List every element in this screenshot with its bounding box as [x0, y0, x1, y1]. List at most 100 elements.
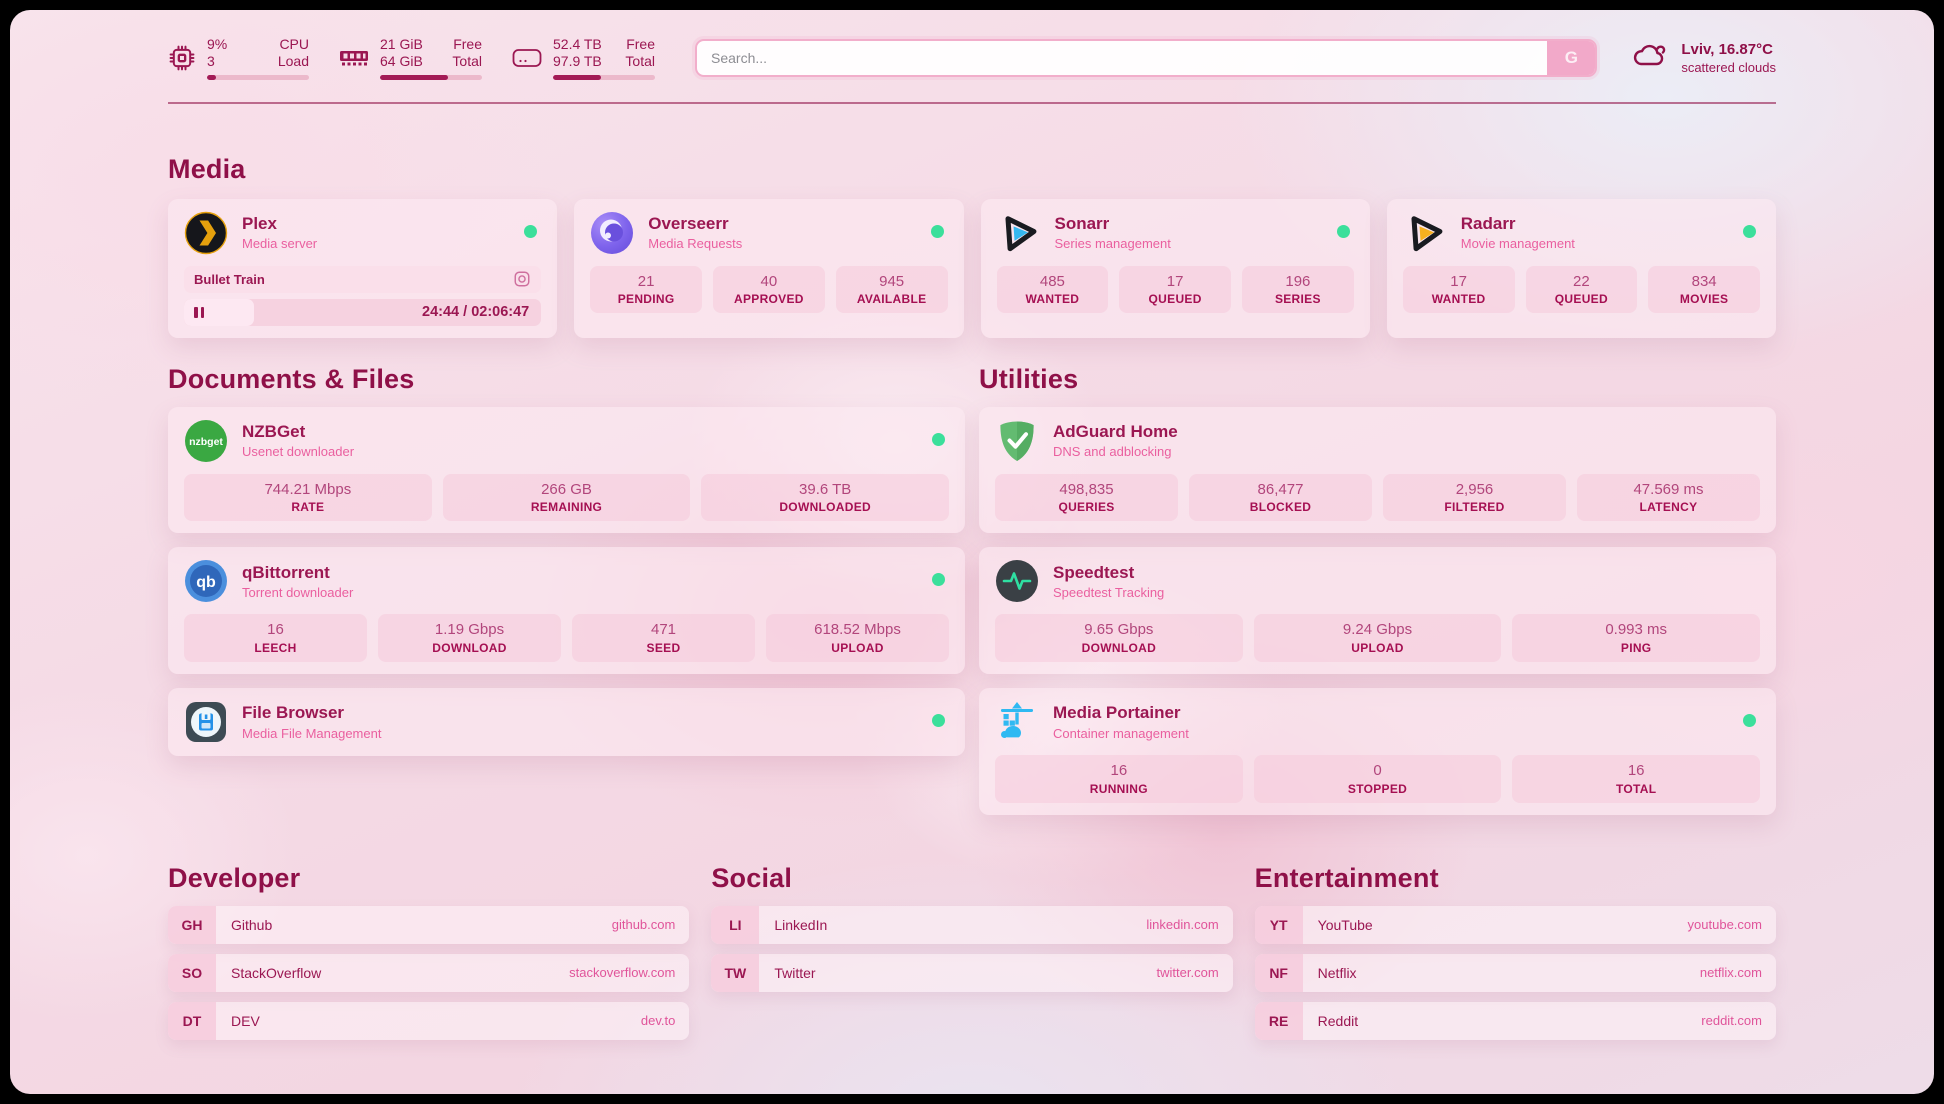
app-subtitle: DNS and adblocking: [1053, 444, 1172, 460]
bookmark-url: github.com: [611, 917, 676, 933]
stat-tile-wanted: 17 WANTED: [1402, 265, 1515, 314]
section-utilities: Utilities: [979, 364, 1776, 815]
stat-tile-queued: 22 QUEUED: [1525, 265, 1638, 314]
stat-tile-wanted: 485 WANTED: [996, 265, 1109, 314]
status-online-dot: [524, 224, 538, 238]
radarr-icon: [1403, 211, 1447, 255]
stat-tile-upload: 9.24 Gbps UPLOAD: [1253, 614, 1502, 663]
stat-tile-upload: 618.52 Mbps UPLOAD: [766, 614, 949, 663]
sonarr-icon: [997, 211, 1041, 255]
bookmark-netflix[interactable]: NF Netflix netflix.com: [1254, 953, 1776, 992]
dashboard-content: Media Plex Medi: [168, 154, 1776, 1040]
bookmark-name: Netflix: [1317, 964, 1357, 981]
bookmark-abbr: DT: [168, 1001, 216, 1040]
bookmark-url: twitter.com: [1156, 965, 1219, 981]
app-card-nzbget[interactable]: nzbget NZBGet Usenet downloader 74: [168, 406, 965, 534]
app-card-speedtest[interactable]: Speedtest Speedtest Tracking 9.65 Gbps DO…: [979, 547, 1776, 675]
stat-tile-approved: 40 APPROVED: [713, 265, 825, 314]
nzbget-icon: nzbget: [184, 419, 228, 463]
app-card-adguard[interactable]: AdGuard Home DNS and adblocking 498,835 Q…: [979, 406, 1776, 534]
stat-tile-blocked: 86,477 BLOCKED: [1189, 473, 1372, 522]
stat-tile-stopped: 0 STOPPED: [1253, 755, 1502, 803]
svg-text:qb: qb: [196, 574, 216, 591]
system-stats: 9% CPU 3 Load 21 GiB Free 64 GiB Total: [168, 36, 655, 80]
app-title: Speedtest: [1053, 562, 1135, 582]
cpu-progress-bar: [207, 74, 309, 80]
bookmark-dev[interactable]: DT DEV dev.to: [168, 1001, 690, 1040]
ram-free-label: Free: [453, 36, 482, 52]
disk-free-value: 52.4 TB: [553, 36, 602, 52]
stat-tile-downloaded: 39.6 TB DOWNLOADED: [701, 473, 950, 522]
cpu-stat: 9% CPU 3 Load: [168, 36, 309, 80]
playback-progress-bar: 24:44 / 02:06:47: [184, 298, 542, 326]
app-card-radarr[interactable]: Radarr Movie management 17 WANTED 22 QUEUE…: [1386, 198, 1776, 338]
app-subtitle: Series management: [1054, 236, 1171, 252]
search-engine-button[interactable]: G: [1547, 40, 1596, 75]
bookmark-abbr: YT: [1254, 905, 1303, 944]
bookmark-youtube[interactable]: YT YouTube youtube.com: [1254, 905, 1776, 944]
ram-stat: 21 GiB Free 64 GiB Total: [339, 36, 482, 80]
bookmark-url: dev.to: [640, 1013, 676, 1029]
ram-total-label: Total: [452, 52, 482, 69]
bookmark-github[interactable]: GH Github github.com: [168, 905, 690, 944]
stat-tile-rate: 744.21 Mbps RATE: [184, 473, 432, 522]
search-input[interactable]: [697, 40, 1596, 75]
app-subtitle: Torrent downloader: [242, 585, 354, 601]
app-subtitle: Movie management: [1460, 236, 1575, 252]
app-card-portainer[interactable]: Media Portainer Container management 16 R…: [979, 688, 1776, 815]
bookmark-abbr: TW: [711, 953, 760, 992]
app-subtitle: Media Requests: [648, 236, 743, 252]
bookmark-url: netflix.com: [1699, 965, 1762, 981]
app-card-qbittorrent[interactable]: qb qBittorrent Torrent downloader: [168, 547, 965, 675]
section-social: Social LI LinkedIn linkedin.com TW Twitt…: [711, 862, 1233, 1040]
bookmark-url: stackoverflow.com: [569, 965, 676, 981]
app-subtitle: Media File Management: [242, 725, 382, 741]
ram-total-value: 64 GiB: [380, 52, 423, 69]
app-title: Media Portainer: [1053, 703, 1181, 723]
cloud-icon: [1631, 40, 1669, 75]
status-online-dot: [1336, 224, 1350, 238]
plex-icon: [184, 211, 228, 255]
app-card-plex[interactable]: Plex Media server Bullet Train: [168, 198, 558, 338]
section-developer: Developer GH Github github.com SO StackO…: [168, 863, 690, 1040]
stat-tile-download: 1.19 Gbps DOWNLOAD: [378, 614, 561, 663]
app-title: AdGuard Home: [1053, 421, 1178, 441]
pause-button[interactable]: [194, 306, 204, 318]
stat-tile-available: 945 AVAILABLE: [835, 265, 948, 314]
app-card-sonarr[interactable]: Sonarr Series management 485 WANTED 17 QUE…: [980, 198, 1370, 338]
section-title-social: Social: [711, 862, 793, 893]
disk-total-label: Total: [625, 52, 655, 69]
app-title: Overseerr: [648, 213, 729, 233]
section-entertainment: Entertainment YT YouTube youtube.com NF …: [1254, 863, 1776, 1040]
stat-tile-remaining: 266 GB REMAINING: [442, 473, 691, 522]
now-playing-title: Bullet Train: [194, 271, 265, 287]
search-bar: G: [695, 38, 1598, 77]
app-card-filebrowser[interactable]: File Browser Media File Management: [168, 688, 965, 757]
cpu-usage-label: CPU: [279, 36, 309, 52]
app-title: qBittorrent: [242, 562, 330, 582]
cpu-load-label: Load: [277, 52, 309, 69]
bookmark-name: Twitter: [774, 964, 816, 981]
stat-tile-queries: 498,835 QUERIES: [995, 473, 1178, 522]
bookmark-twitter[interactable]: TW Twitter twitter.com: [711, 953, 1233, 992]
bookmark-linkedin[interactable]: LI LinkedIn linkedin.com: [711, 905, 1233, 944]
bookmark-name: StackOverflow: [231, 964, 322, 981]
bookmark-stackoverflow[interactable]: SO StackOverflow stackoverflow.com: [168, 953, 690, 992]
app-title: File Browser: [242, 703, 345, 723]
status-online-dot: [1743, 714, 1756, 728]
app-card-overseerr[interactable]: Overseerr Media Requests 21 PENDING 40 APP…: [574, 198, 964, 338]
overseerr-icon: [590, 211, 634, 255]
stat-tile-ping: 0.993 ms PING: [1512, 614, 1761, 663]
ram-icon: [339, 44, 369, 72]
stat-tile-pending: 21 PENDING: [590, 265, 702, 314]
app-subtitle: Media server: [242, 236, 318, 252]
stat-tile-movies: 834 MOVIES: [1648, 265, 1760, 314]
cpu-icon: [168, 44, 196, 72]
status-online-dot: [932, 573, 945, 587]
app-subtitle: Container management: [1053, 725, 1189, 741]
disk-free-label: Free: [626, 36, 655, 52]
status-online-dot: [930, 224, 944, 238]
session-screen-icon: [514, 271, 530, 287]
app-title: Sonarr: [1054, 213, 1110, 233]
bookmark-reddit[interactable]: RE Reddit reddit.com: [1254, 1001, 1776, 1040]
